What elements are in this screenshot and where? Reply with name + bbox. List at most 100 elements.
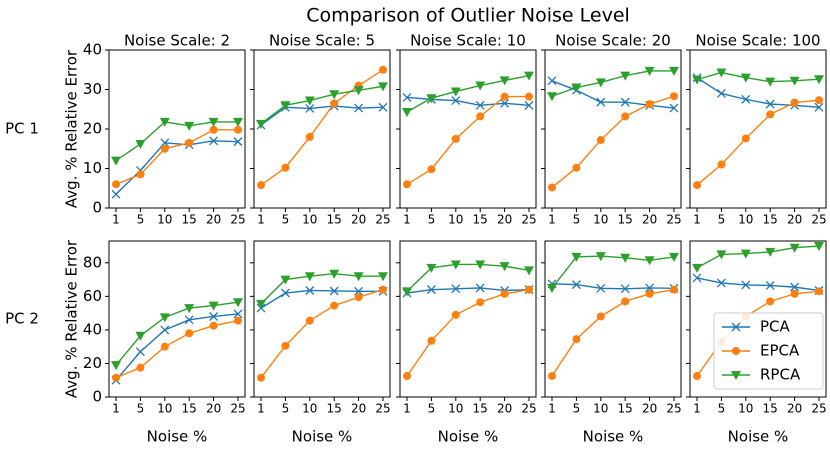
marker: [620, 253, 631, 263]
series-line: [406, 95, 529, 185]
x-tick-label: 20: [351, 213, 366, 227]
marker: [402, 92, 412, 102]
marker: [790, 282, 800, 292]
y-axis-label: Avg. % Relative Error: [63, 49, 81, 208]
marker: [524, 71, 534, 81]
marker: [330, 301, 339, 310]
marker: [233, 298, 243, 308]
marker: [185, 138, 194, 147]
marker: [525, 285, 533, 294]
marker: [257, 373, 265, 382]
marker: [354, 286, 364, 296]
series-line: [115, 301, 239, 366]
series-line: [551, 95, 675, 189]
x-tick-label: 15: [763, 213, 778, 227]
marker: [305, 104, 315, 113]
x-tick-label: 10: [302, 213, 317, 227]
marker: [670, 285, 678, 294]
marker: [476, 298, 485, 307]
marker: [450, 87, 461, 97]
marker: [281, 341, 290, 350]
marker: [620, 71, 631, 81]
y-tick-label: 40: [83, 41, 102, 59]
x-tick-label: 15: [327, 213, 342, 227]
marker: [621, 297, 630, 306]
marker: [790, 98, 799, 107]
marker: [280, 288, 290, 298]
marker: [731, 371, 741, 380]
marker: [500, 92, 509, 101]
marker: [814, 75, 824, 85]
marker: [596, 283, 606, 293]
marker: [111, 189, 121, 199]
marker: [112, 373, 120, 382]
x-tick-label: 1: [693, 213, 701, 227]
y-tick-label: 0: [92, 199, 102, 217]
subplot-title: Noise Scale: 100: [695, 32, 820, 50]
x-tick-label: 25: [230, 402, 245, 416]
marker: [692, 273, 702, 283]
x-tick-label: 5: [137, 402, 145, 416]
figure-title: Comparison of Outlier Noise Level: [306, 5, 630, 27]
x-tick-label: 20: [497, 213, 512, 227]
series-line: [551, 80, 675, 109]
series-line: [260, 273, 383, 305]
marker: [184, 304, 195, 314]
marker: [353, 272, 364, 282]
row-label: PC 1: [5, 120, 39, 138]
marker: [524, 100, 534, 110]
marker: [669, 103, 679, 113]
series-line: [260, 105, 384, 126]
marker: [451, 310, 460, 319]
marker: [209, 125, 218, 134]
marker: [571, 280, 581, 290]
marker: [645, 100, 654, 109]
legend-box: [713, 312, 824, 390]
x-tick-label: 10: [448, 213, 463, 227]
y-tick-label: 20: [83, 354, 102, 372]
marker: [693, 181, 701, 190]
marker: [571, 83, 582, 93]
marker: [233, 309, 243, 319]
marker: [379, 65, 387, 74]
marker: [596, 312, 605, 321]
series-line: [406, 74, 530, 113]
marker: [500, 289, 509, 298]
x-tick-label: 5: [573, 402, 581, 416]
x-tick-label: 15: [618, 213, 633, 227]
marker: [789, 243, 800, 253]
marker: [184, 315, 194, 325]
x-axis-label: Noise %: [583, 428, 644, 446]
marker: [256, 299, 266, 309]
series-line: [696, 245, 820, 269]
x-tick-label: 1: [112, 213, 120, 227]
marker: [136, 363, 145, 372]
x-tick-label: 10: [593, 213, 608, 227]
x-tick-label: 20: [351, 402, 366, 416]
marker: [789, 76, 800, 86]
marker: [740, 249, 751, 259]
x-tick-label: 1: [548, 213, 556, 227]
marker: [402, 108, 412, 118]
marker: [209, 312, 219, 321]
axes-frame: [399, 49, 537, 209]
marker: [353, 86, 364, 96]
series-line: [115, 319, 239, 379]
x-tick-label: 25: [521, 213, 536, 227]
marker: [669, 252, 679, 262]
marker: [427, 336, 436, 345]
marker: [185, 329, 194, 338]
series-line: [115, 121, 238, 162]
marker: [692, 263, 702, 273]
marker: [547, 76, 557, 86]
marker: [426, 285, 436, 295]
marker: [234, 316, 242, 325]
axes-frame: [253, 240, 391, 398]
series-line: [406, 96, 530, 107]
marker: [329, 269, 340, 279]
series-line: [260, 69, 384, 186]
marker: [450, 260, 461, 270]
row-label: PC 2: [5, 310, 39, 328]
subplot-title: Noise Scale: 2: [124, 32, 230, 50]
